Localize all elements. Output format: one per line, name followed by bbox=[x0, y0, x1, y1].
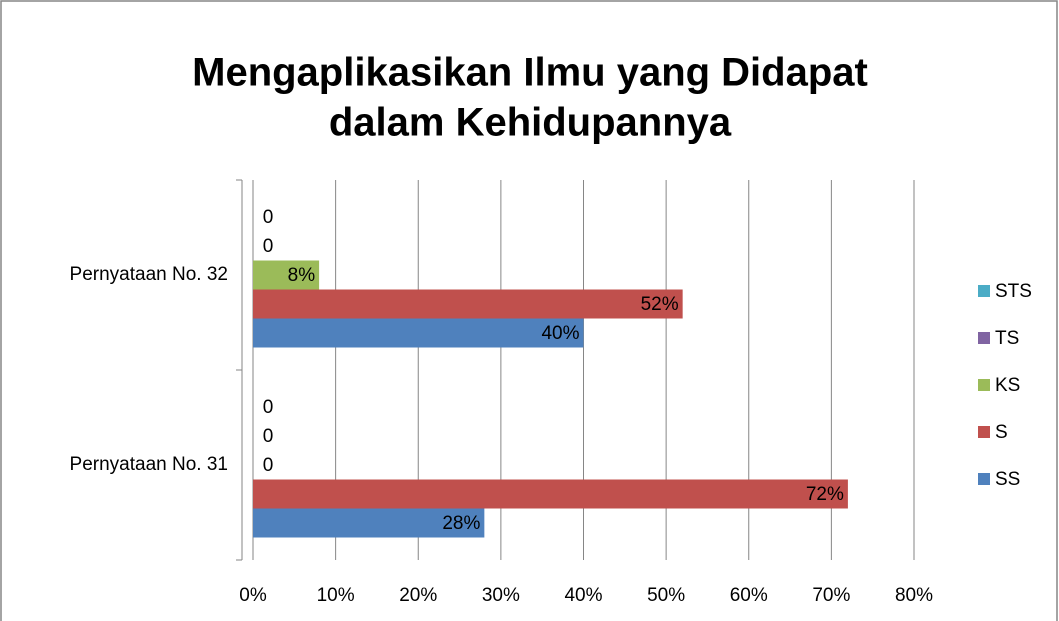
legend-label: KS bbox=[995, 375, 1020, 396]
x-tick-label: 70% bbox=[812, 585, 850, 606]
x-tick-label: 0% bbox=[239, 585, 267, 606]
data-label: 72% bbox=[806, 484, 844, 505]
x-tick-label: 50% bbox=[647, 585, 685, 606]
legend-swatch bbox=[978, 379, 990, 391]
bar bbox=[253, 260, 320, 290]
legend-label: SS bbox=[995, 469, 1020, 490]
x-tick-label: 60% bbox=[730, 585, 768, 606]
chart-title: dalam Kehidupannya bbox=[329, 101, 732, 145]
legend-swatch bbox=[978, 285, 990, 297]
legend-swatch bbox=[978, 473, 990, 485]
legend-label: TS bbox=[995, 328, 1019, 349]
x-tick-label: 80% bbox=[895, 585, 933, 606]
bar bbox=[253, 318, 584, 348]
x-tick-label: 20% bbox=[399, 585, 437, 606]
bar bbox=[253, 508, 485, 538]
bar bbox=[253, 479, 848, 509]
data-label: 0 bbox=[263, 397, 274, 418]
x-tick-label: 30% bbox=[482, 585, 520, 606]
y-tick-label: Pernyataan No. 31 bbox=[70, 454, 228, 475]
data-label: 40% bbox=[541, 323, 579, 344]
legend-label: S bbox=[995, 422, 1008, 443]
bar bbox=[253, 289, 683, 319]
legend-label: STS bbox=[995, 281, 1032, 302]
data-label: 0 bbox=[263, 455, 274, 476]
data-label: 28% bbox=[442, 513, 480, 534]
data-label: 0 bbox=[263, 207, 274, 228]
data-label: 8% bbox=[288, 265, 316, 286]
data-label: 52% bbox=[641, 294, 679, 315]
x-tick-label: 10% bbox=[317, 585, 355, 606]
data-label: 0 bbox=[263, 426, 274, 447]
x-tick-label: 40% bbox=[564, 585, 602, 606]
data-label: 0 bbox=[263, 236, 274, 257]
legend-swatch bbox=[978, 426, 990, 438]
chart-title: Mengaplikasikan Ilmu yang Didapat bbox=[192, 51, 868, 95]
y-tick-label: Pernyataan No. 32 bbox=[70, 264, 228, 285]
legend-swatch bbox=[978, 332, 990, 344]
